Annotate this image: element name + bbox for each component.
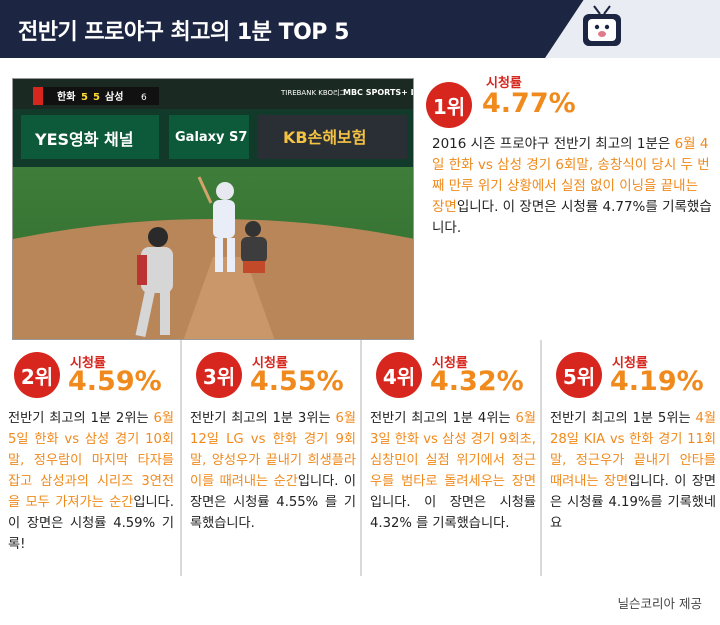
scoreboard-score1: 5	[81, 92, 88, 103]
rank-1-rating-value: 4.77%	[482, 88, 576, 119]
rank-4-card: 4위 시청률 4.32% 전반기 최고의 1분 4위는 6월 3일 한화 vs …	[362, 340, 540, 570]
header-accent	[545, 0, 720, 58]
card-divider	[180, 340, 182, 576]
page-title: 전반기 프로야구 최고의 1분 TOP 5	[18, 20, 349, 45]
rank-4-desc-highlight: 6월 3일 한화 vs 삼성 경기 9회초, 심창민이 실점 위기에서 정근우를…	[370, 411, 536, 489]
broadcast-sponsor: TIREBANK KBO리그	[280, 88, 346, 97]
rank-4-rating-label: 시청률	[432, 356, 468, 371]
rank-1-desc-highlight: 6월 4일 한화 vs 삼성 경기 6회말, 송창식이 당시 두 번째 만루 위…	[432, 136, 710, 215]
rank-3-badge: 3위	[196, 352, 242, 398]
rank-4-desc-post: 입니다. 이 장면은 시청률 4.32% 를 기록했습니다.	[370, 495, 536, 531]
baseball-scene-photo: 한화 5 5 삼성 6 TIREBANK KBO리그 MBC SPORTS+ L…	[12, 78, 414, 340]
baseball-scene-illustration: 한화 5 5 삼성 6 TIREBANK KBO리그 MBC SPORTS+ L…	[13, 79, 414, 339]
rank-2-description: 전반기 최고의 1분 2위는 6월 5일 한화 vs 삼성 경기 10회말, 정…	[8, 408, 174, 555]
scoreboard-score2: 5	[93, 92, 100, 103]
rank-2-card: 2위 시청률 4.59% 전반기 최고의 1분 2위는 6월 5일 한화 vs …	[0, 340, 180, 570]
rank-4-rating-value: 4.32%	[430, 366, 524, 397]
tv-mascot-icon	[583, 5, 621, 46]
rank-3-desc-post: 입니다. 이 장면은 시청률 4.55% 를 기록했습니다.	[190, 474, 356, 531]
banner-left: YES영화 채널	[34, 130, 134, 149]
rank-3-rating-value: 4.55%	[250, 366, 344, 397]
rank-5-desc-pre: 전반기 최고의 1분 5위는	[550, 411, 696, 426]
rank-2-desc-highlight: 6월 5일 한화 vs 삼성 경기 10회말, 정우람이 마지막 타자를 잡고 …	[8, 411, 174, 510]
rank-5-description: 전반기 최고의 1분 5위는 4월 28일 KIA vs 한화 경기 11회말,…	[550, 408, 716, 534]
scoreboard-inning: 6	[141, 93, 147, 103]
rank-1-description: 2016 시즌 프로야구 전반기 최고의 1분은 6월 4일 한화 vs 삼성 …	[432, 134, 712, 239]
card-divider	[360, 340, 362, 576]
rank-1-card: 한화 5 5 삼성 6 TIREBANK KBO리그 MBC SPORTS+ L…	[0, 58, 720, 340]
source-credit: 닐슨코리아 제공	[617, 596, 702, 611]
rank-3-rating-label: 시청률	[252, 356, 288, 371]
rank-3-desc-highlight: 6월 12일 LG vs 한화 경기 9회말, 양성우가 끝내기 희생플라이를 …	[190, 411, 356, 489]
rank-1-desc-pre: 2016 시즌 프로야구 전반기 최고의 1분은	[432, 136, 675, 152]
rank-2-rating-value: 4.59%	[68, 366, 162, 397]
broadcast-logo: MBC SPORTS+ LIVE	[343, 88, 414, 97]
rank-2-badge: 2위	[14, 352, 60, 398]
rank-1-rating-label: 시청률	[486, 76, 522, 91]
banner-middle: Galaxy S7	[175, 130, 247, 145]
banner-right: KB손해보험	[283, 128, 366, 147]
rank-1-badge: 1위	[426, 82, 472, 128]
rank-4-description: 전반기 최고의 1분 4위는 6월 3일 한화 vs 삼성 경기 9회초, 심창…	[370, 408, 536, 534]
rank-2-rating-label: 시청률	[70, 356, 106, 371]
scoreboard-team2: 삼성	[105, 90, 123, 103]
rank-3-desc-pre: 전반기 최고의 1분 3위는	[190, 411, 336, 426]
rank-4-badge: 4위	[376, 352, 422, 398]
rank-3-card: 3위 시청률 4.55% 전반기 최고의 1분 3위는 6월 12일 LG vs…	[182, 340, 360, 570]
rank-5-card: 5위 시청률 4.19% 전반기 최고의 1분 5위는 4월 28일 KIA v…	[542, 340, 720, 570]
rank-5-badge: 5위	[556, 352, 602, 398]
rank-5-rating-label: 시청률	[612, 356, 648, 371]
rank-4-desc-pre: 전반기 최고의 1분 4위는	[370, 411, 516, 426]
scoreboard-team1: 한화	[57, 91, 76, 103]
header-bar: 전반기 프로야구 최고의 1분 TOP 5	[0, 0, 720, 58]
rank-3-description: 전반기 최고의 1분 3위는 6월 12일 LG vs 한화 경기 9회말, 양…	[190, 408, 356, 534]
rank-5-desc-highlight: 4월 28일 KIA vs 한화 경기 11회말, 정근우가 끝내기 안타를 때…	[550, 411, 716, 489]
rank-5-desc-post: 입니다. 이 장면은 시청률 4.19%를 기록했네요	[550, 474, 716, 531]
rank-2-desc-pre: 전반기 최고의 1분 2위는	[8, 411, 154, 426]
card-divider	[540, 340, 542, 576]
rank-1-desc-post: 입니다. 이 장면은 시청률 4.77%를 기록했습니다.	[432, 199, 712, 236]
rank-2-desc-post: 입니다. 이 장면은 시청률 4.59% 기록!	[8, 495, 174, 552]
rank-5-rating-value: 4.19%	[610, 366, 704, 397]
